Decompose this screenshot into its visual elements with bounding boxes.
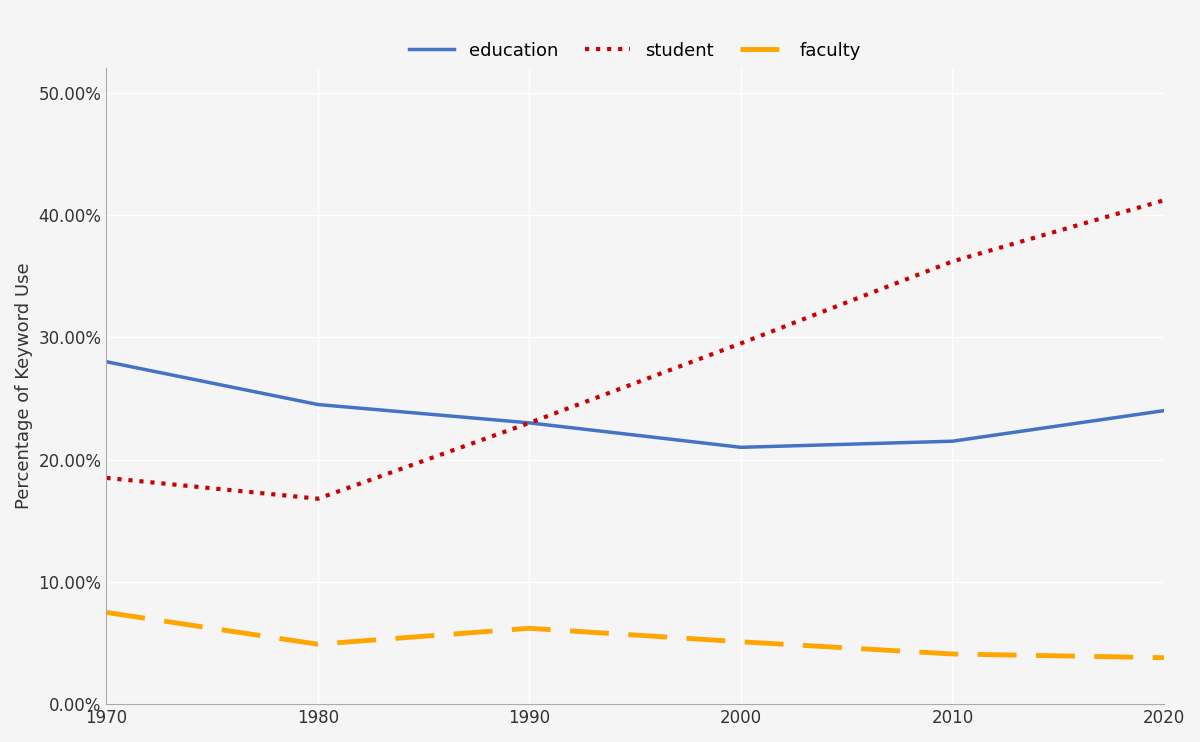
education (733, 443, 748, 452)
faculty (522, 624, 536, 633)
Legend: education, student, faculty: education, student, faculty (400, 33, 870, 69)
student (946, 257, 960, 266)
student (100, 473, 114, 482)
Line: education: education (107, 361, 1164, 447)
education (1157, 406, 1171, 415)
student (733, 339, 748, 348)
student (311, 494, 325, 503)
faculty (100, 608, 114, 617)
education (100, 357, 114, 366)
faculty (946, 649, 960, 658)
student (522, 418, 536, 427)
education (522, 418, 536, 427)
Y-axis label: Percentage of Keyword Use: Percentage of Keyword Use (14, 263, 34, 510)
faculty (311, 640, 325, 649)
faculty (733, 637, 748, 646)
faculty (1157, 653, 1171, 662)
student (1157, 196, 1171, 205)
education (311, 400, 325, 409)
education (946, 437, 960, 446)
Line: student: student (107, 200, 1164, 499)
Line: faculty: faculty (107, 612, 1164, 657)
